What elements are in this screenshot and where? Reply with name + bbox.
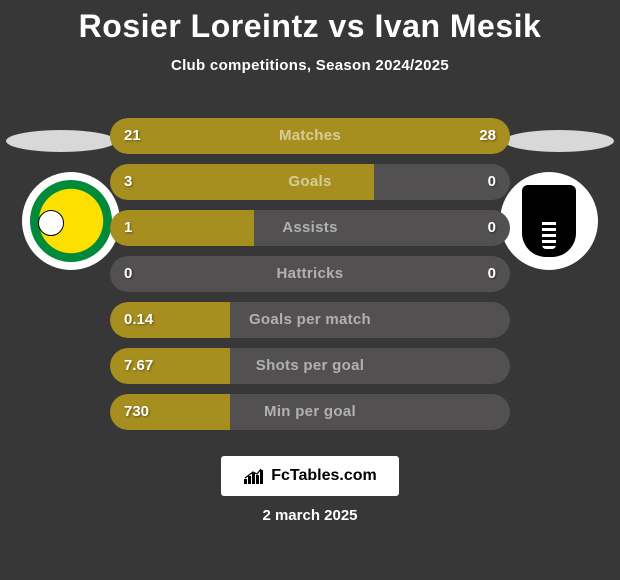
fortuna-sittard-crest <box>30 180 112 262</box>
stat-value-left: 1 <box>124 210 132 246</box>
footer-date: 2 march 2025 <box>0 507 620 524</box>
stat-row: Matches21 28 <box>110 118 510 154</box>
stat-value-left: 7.67 <box>124 348 153 384</box>
stat-label: Matches <box>110 118 510 154</box>
bars-icon <box>243 467 267 485</box>
footer-brand-text: FcTables.com <box>271 467 377 485</box>
flag-left-placeholder <box>6 130 116 152</box>
stat-row: Hattricks0 0 <box>110 256 510 292</box>
flag-right-placeholder <box>504 130 614 152</box>
stat-value-left: 21 <box>124 118 141 154</box>
stat-label: Assists <box>110 210 510 246</box>
stat-value-right: 0 <box>488 210 496 246</box>
club-logo-left <box>22 172 120 270</box>
crest-stripes <box>542 219 556 249</box>
page-subtitle: Club competitions, Season 2024/2025 <box>0 57 620 74</box>
stat-label: Goals per match <box>110 302 510 338</box>
comparison-bars: Matches2128Goals30Assists10Hattricks00Go… <box>110 118 510 440</box>
stat-label: Goals <box>110 164 510 200</box>
stat-value-left: 0.14 <box>124 302 153 338</box>
stat-value-left: 0 <box>124 256 132 292</box>
stat-row: Shots per goal7.67 <box>110 348 510 384</box>
ball-icon <box>38 210 64 236</box>
stat-row: Goals per match0.14 <box>110 302 510 338</box>
stat-label: Shots per goal <box>110 348 510 384</box>
stat-row: Assists1 0 <box>110 210 510 246</box>
stat-value-left: 730 <box>124 394 149 430</box>
stat-value-left: 3 <box>124 164 132 200</box>
stat-label: Hattricks <box>110 256 510 292</box>
stat-label: Min per goal <box>110 394 510 430</box>
stat-value-right: 0 <box>488 256 496 292</box>
heracles-crest <box>522 185 576 257</box>
footer-brand-badge: FcTables.com <box>221 456 399 496</box>
stat-value-right: 0 <box>488 164 496 200</box>
stat-row: Min per goal730 <box>110 394 510 430</box>
stat-row: Goals3 0 <box>110 164 510 200</box>
page-title: Rosier Loreintz vs Ivan Mesik <box>0 0 620 45</box>
club-logo-right <box>500 172 598 270</box>
stat-value-right: 28 <box>479 118 496 154</box>
